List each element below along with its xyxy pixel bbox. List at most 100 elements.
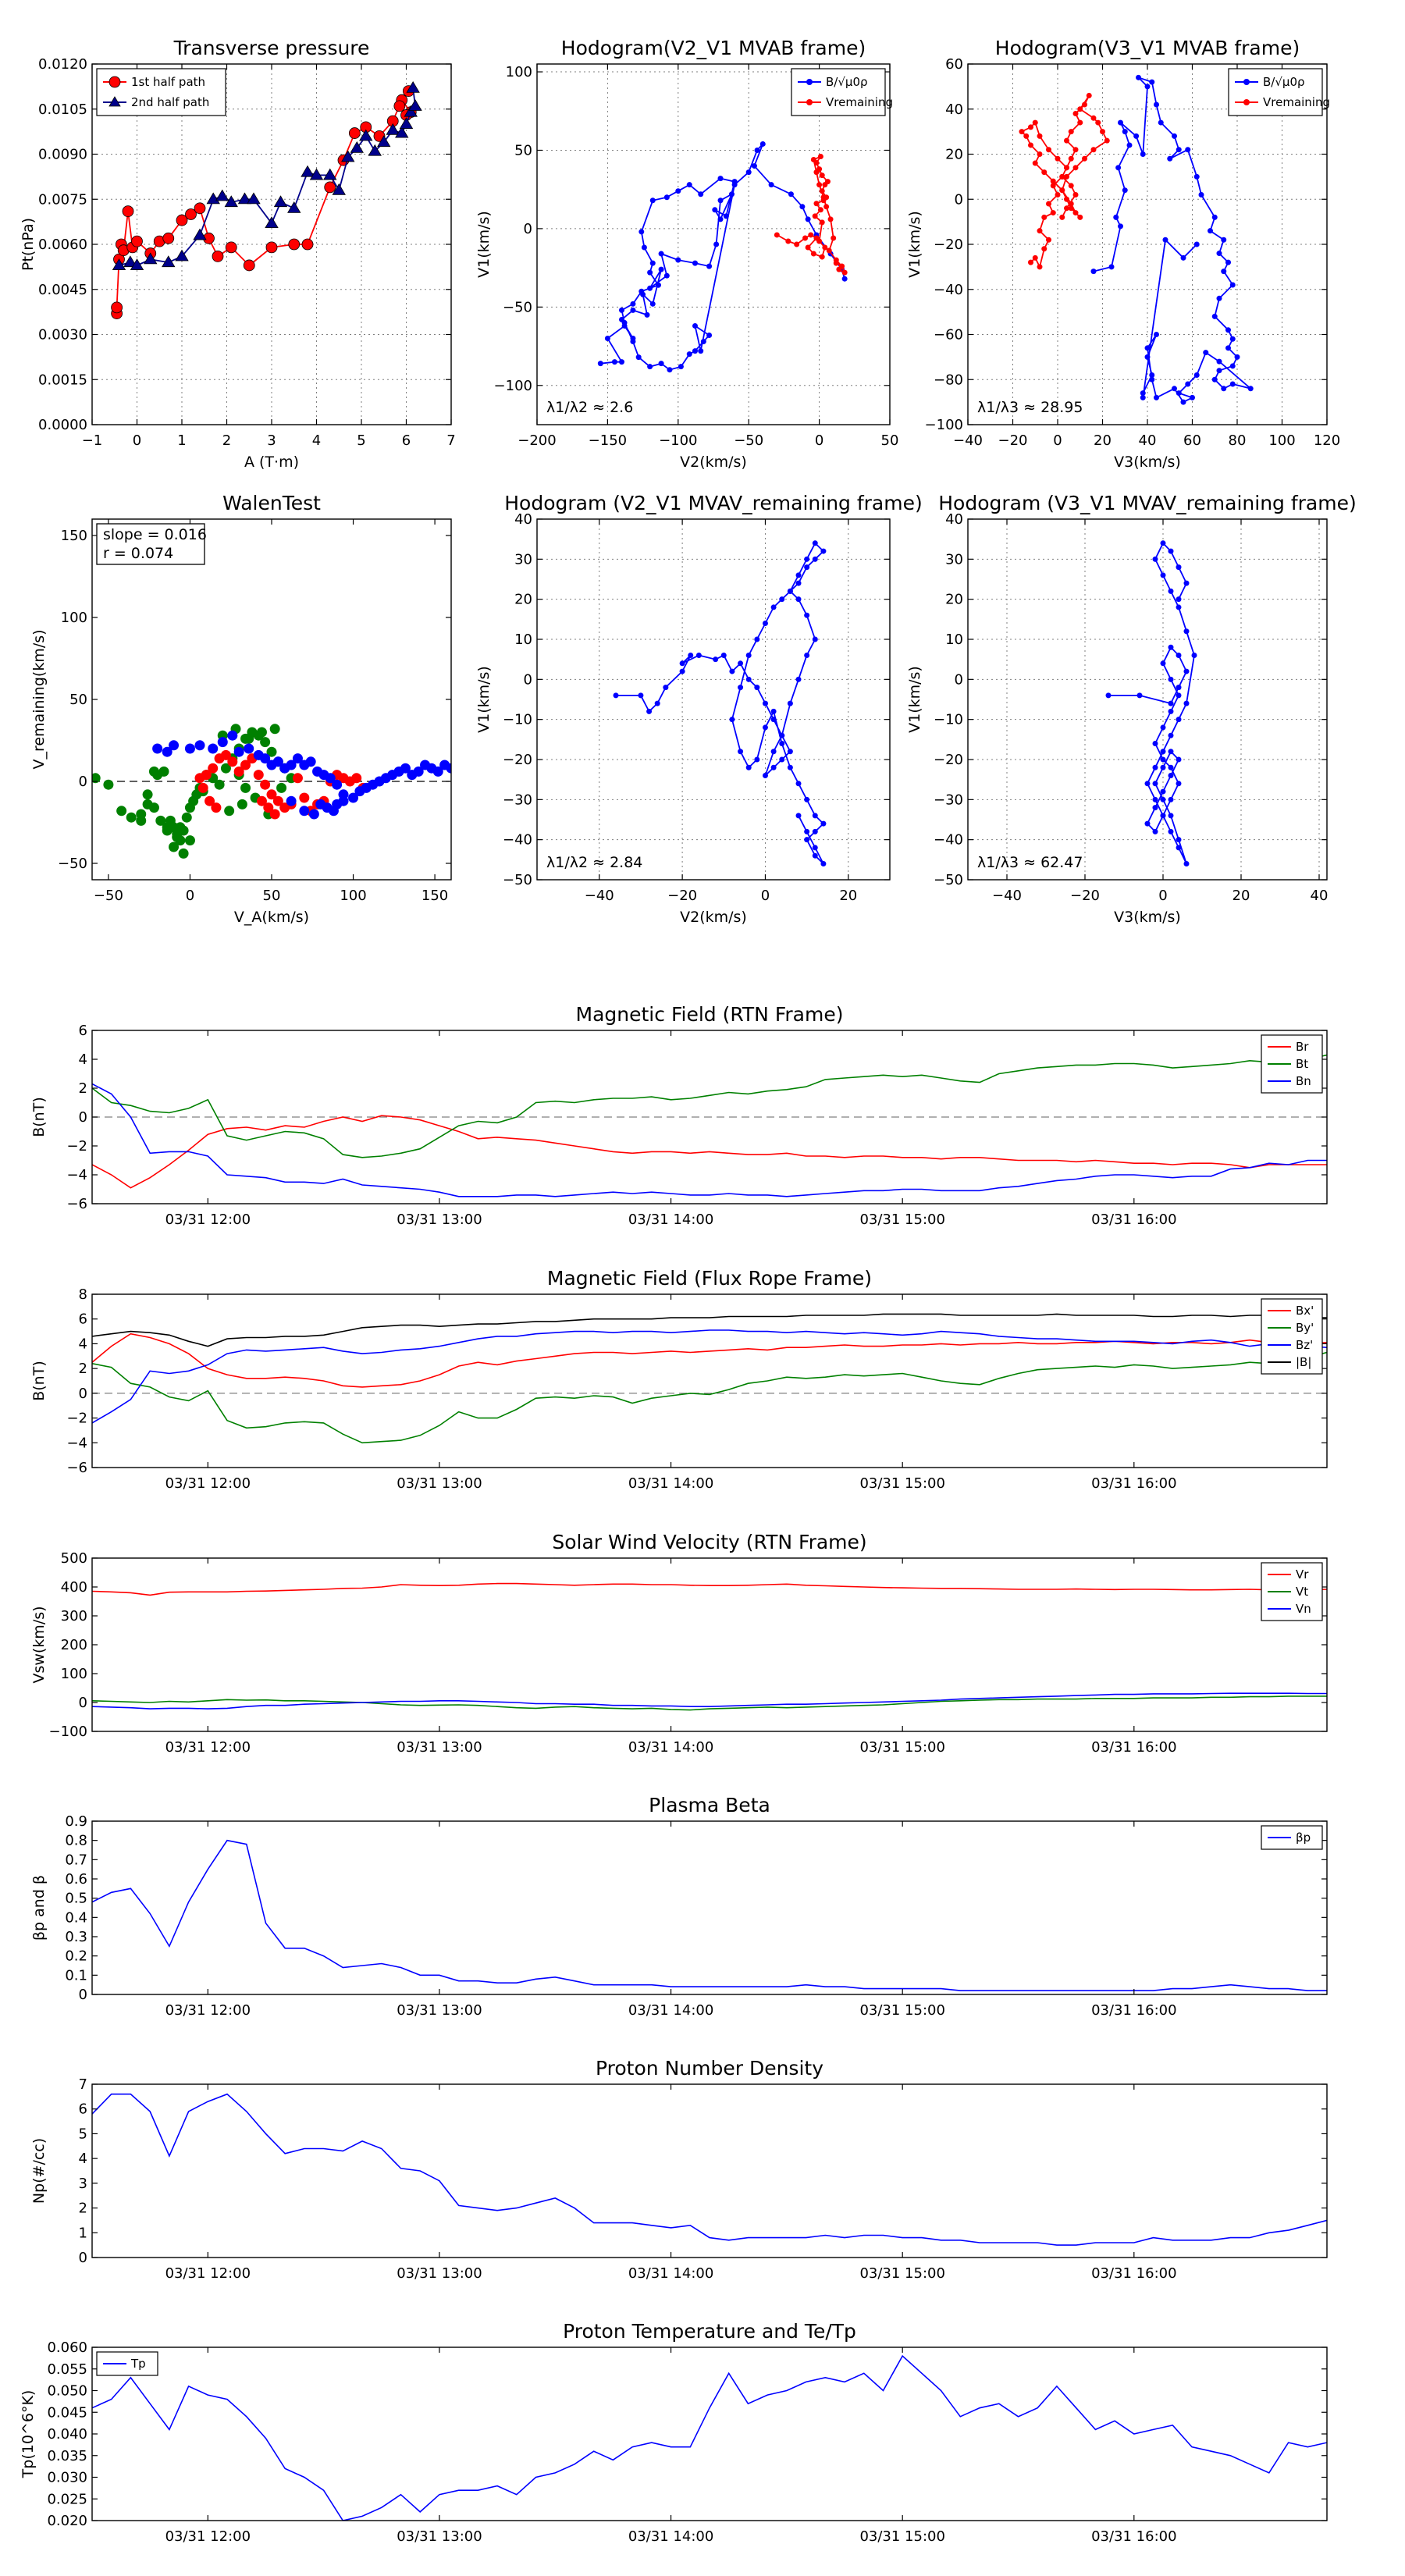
data-point xyxy=(1126,142,1133,148)
data-point xyxy=(795,813,802,819)
data-point xyxy=(1055,191,1061,197)
data-point xyxy=(698,348,704,354)
data-point xyxy=(299,806,310,817)
data-point xyxy=(1037,133,1043,139)
x-tick-label: 03/31 16:00 xyxy=(1091,1475,1176,1492)
data-point xyxy=(1176,781,1182,787)
data-point xyxy=(1234,354,1240,360)
data-point xyxy=(269,724,280,735)
data-point xyxy=(351,773,362,784)
data-point xyxy=(1055,155,1061,162)
data-point xyxy=(679,668,685,674)
y-tick-label: 0.2 xyxy=(65,1948,87,1965)
data-point xyxy=(1183,628,1190,635)
legend: Vr Vt Vn xyxy=(1261,1562,1323,1621)
data-point xyxy=(663,194,670,201)
data-point xyxy=(1068,129,1074,135)
series-b-0--line xyxy=(1093,76,1251,404)
legend-label: 1st half path xyxy=(131,75,205,89)
y-axis-label: Np(#/cc) xyxy=(30,2138,48,2204)
data-point xyxy=(644,311,650,318)
data-point xyxy=(787,749,793,755)
data-point xyxy=(1221,237,1227,243)
data-point xyxy=(368,144,382,156)
data-point xyxy=(1183,668,1190,674)
x-tick-label: 03/31 15:00 xyxy=(859,1739,944,1756)
data-point xyxy=(265,241,278,254)
data-point xyxy=(812,213,818,219)
series-by--line xyxy=(92,1351,1327,1444)
x-tick-label: 03/31 16:00 xyxy=(1091,1739,1176,1756)
data-point xyxy=(826,247,832,254)
data-point xyxy=(1122,187,1128,194)
chart-title: Hodogram (V2_V1 MVAV_remaining frame) xyxy=(504,492,923,514)
data-point xyxy=(244,743,254,754)
data-point xyxy=(810,157,816,163)
data-point xyxy=(635,354,642,361)
data-point xyxy=(272,795,283,806)
data-point xyxy=(698,191,704,197)
data-point xyxy=(1050,178,1056,184)
data-point xyxy=(338,795,349,806)
data-point xyxy=(305,756,316,767)
y-tick-label: 100 xyxy=(61,1666,87,1682)
data-point xyxy=(723,213,729,219)
y-tick-label: 40 xyxy=(945,101,963,118)
data-point xyxy=(1176,692,1182,699)
x-axis-label: V_A(km/s) xyxy=(234,909,309,926)
x-tick-label: −20 xyxy=(998,432,1028,449)
x-tick-label: 03/31 15:00 xyxy=(859,1475,944,1492)
series-bn-line xyxy=(92,1083,1327,1197)
ratio-annotation: λ1/λ2 ≈ 2.6 xyxy=(546,399,633,416)
data-point xyxy=(193,228,207,240)
series-group xyxy=(597,141,848,373)
y-tick-label: 300 xyxy=(61,1608,87,1624)
stats-text: slope = 0.016 xyxy=(103,526,207,543)
data-point xyxy=(1229,381,1236,387)
y-axis-label: B(nT) xyxy=(30,1361,48,1401)
x-tick-label: 20 xyxy=(1094,432,1112,449)
data-point xyxy=(1172,133,1177,139)
data-point xyxy=(646,708,653,714)
data-point xyxy=(158,766,169,777)
x-tick-label: 03/31 13:00 xyxy=(397,1475,482,1492)
data-point xyxy=(395,126,409,138)
y-tick-label: 0.050 xyxy=(47,2383,87,2400)
data-point xyxy=(770,764,777,770)
data-point xyxy=(759,141,766,147)
data-point xyxy=(301,238,314,251)
data-point xyxy=(647,269,653,276)
legend-box xyxy=(96,68,226,116)
data-point xyxy=(287,201,301,213)
y-tick-label: 50 xyxy=(69,692,87,708)
legend-label: Vr xyxy=(1296,1567,1309,1582)
y-tick-label: 0.0075 xyxy=(38,191,87,208)
y-tick-label: 0.8 xyxy=(65,1833,87,1849)
data-point xyxy=(325,773,336,784)
y-axis-label: V_remaining(km/s) xyxy=(30,629,48,769)
data-point xyxy=(819,188,825,194)
x-tick-label: 03/31 13:00 xyxy=(397,2265,482,2282)
data-point xyxy=(630,339,636,345)
data-point xyxy=(260,779,271,790)
data-point xyxy=(1152,764,1158,770)
data-point xyxy=(1176,837,1182,843)
data-point xyxy=(162,255,176,268)
data-point xyxy=(348,792,359,803)
data-point xyxy=(1176,147,1182,153)
data-point xyxy=(738,749,744,755)
data-point xyxy=(292,753,303,764)
data-point xyxy=(827,216,834,222)
x-tick-label: 03/31 12:00 xyxy=(165,2002,251,2019)
x-tick-label: −40 xyxy=(585,888,614,904)
legend-label: Vt xyxy=(1296,1585,1308,1599)
data-point xyxy=(406,81,420,93)
chart-tp: 0.0000 0.0015 0.0030 0.0045 0.0060 0.0075 0.00… xyxy=(20,37,456,471)
data-point xyxy=(695,653,702,659)
data-point xyxy=(1064,196,1069,202)
chart-title: Hodogram (V3_V1 MVAV_remaining frame) xyxy=(938,492,1357,514)
x-tick-label: −50 xyxy=(94,888,123,904)
data-point xyxy=(197,782,208,793)
data-point xyxy=(1154,101,1159,108)
data-point xyxy=(1152,740,1158,746)
